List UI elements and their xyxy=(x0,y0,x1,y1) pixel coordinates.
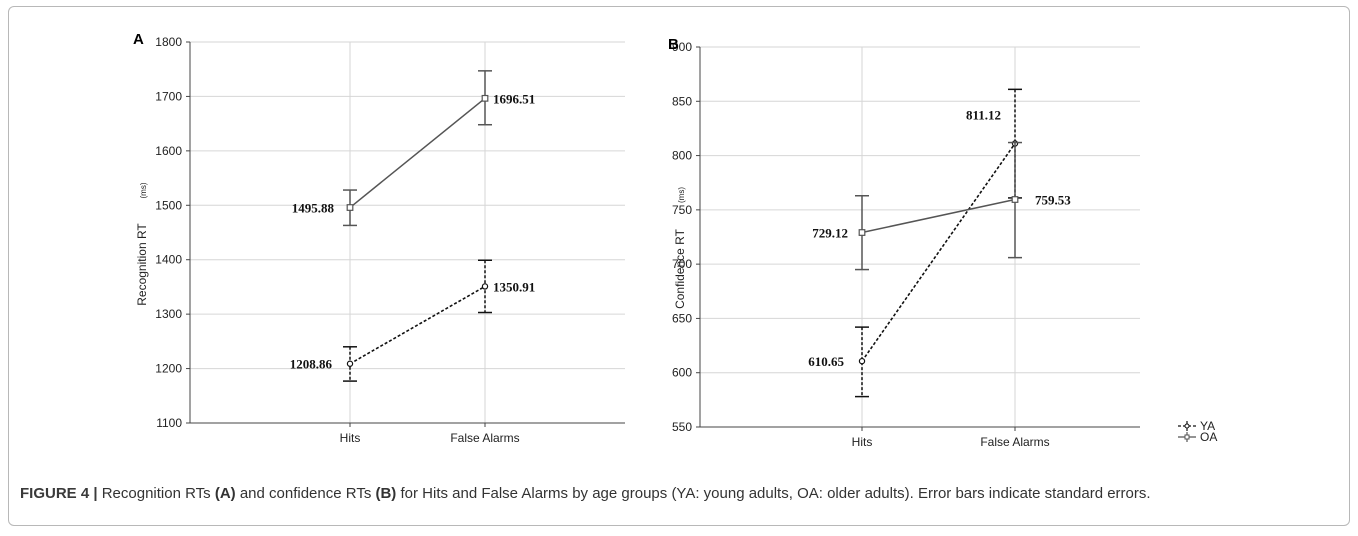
y-tick-label: 1600 xyxy=(155,144,182,158)
data-point-oa xyxy=(859,230,865,236)
legend-marker-square xyxy=(1185,435,1189,439)
y-tick-label: 1100 xyxy=(156,416,182,430)
x-tick-label: False Alarms xyxy=(980,435,1049,449)
y-tick-label: 1700 xyxy=(155,89,182,103)
figure-charts: 1100 1200 1300 1400 1500 1600 1700 1800 Hits Fals… xyxy=(0,0,1358,480)
y-tick-label: 550 xyxy=(672,420,692,434)
figure-caption: FIGURE 4 | Recognition RTs (A) and confi… xyxy=(20,484,1340,504)
data-label-ya: 1350.91 xyxy=(493,279,535,294)
data-label-oa: 1696.51 xyxy=(493,91,535,106)
data-label-oa: 729.12 xyxy=(812,226,848,241)
y-tick-label: 600 xyxy=(672,366,692,380)
y-tick-label: 1500 xyxy=(155,198,182,212)
data-point-oa xyxy=(347,205,353,211)
y-tick-label: 850 xyxy=(672,94,692,108)
legend-marker-circle xyxy=(1185,424,1189,428)
y-tick-label: 1400 xyxy=(155,253,182,267)
y-axis-unit: (ms) xyxy=(677,187,686,203)
caption-text-2: and confidence RTs xyxy=(236,485,376,502)
y-tick-label: 800 xyxy=(672,149,692,163)
chart-panel-a: 1100 1200 1300 1400 1500 1600 1700 1800 Hits Fals… xyxy=(133,31,625,445)
x-tick-label: False Alarms xyxy=(450,431,519,445)
data-label-oa: 1495.88 xyxy=(292,201,335,216)
x-tick-label: Hits xyxy=(852,435,873,449)
caption-text-3: for Hits and False Alarms by age groups … xyxy=(396,485,1150,502)
panel-letter: A xyxy=(133,31,144,48)
x-tick-label: Hits xyxy=(340,431,361,445)
series-line-oa xyxy=(862,200,1015,233)
y-tick-label: 1300 xyxy=(155,307,182,321)
caption-panel-b-ref: (B) xyxy=(375,485,396,502)
legend-label: OA xyxy=(1200,430,1217,444)
data-point-ya xyxy=(859,359,864,364)
y-tick-label: 1200 xyxy=(155,362,182,376)
panel-letter: B xyxy=(668,36,679,53)
data-point-oa xyxy=(482,96,488,102)
y-tick-label: 750 xyxy=(672,203,692,217)
caption-label: FIGURE 4 | xyxy=(20,485,98,502)
y-axis-title: Recognition RT xyxy=(135,223,149,306)
caption-text-1: Recognition RTs xyxy=(98,485,215,502)
y-tick-label: 1800 xyxy=(155,35,182,49)
series-line-oa xyxy=(350,98,485,207)
data-label-ya: 1208.86 xyxy=(290,357,333,372)
data-label-ya: 811.12 xyxy=(966,107,1001,122)
y-axis-title: Confidence RT xyxy=(673,228,687,308)
y-axis-unit: (ms) xyxy=(139,182,148,198)
y-axis-title-group: Recognition RT (ms) xyxy=(135,182,149,306)
series-line-ya xyxy=(862,143,1015,361)
legend-item-oa: OA xyxy=(1178,430,1217,444)
caption-panel-a-ref: (A) xyxy=(215,485,236,502)
data-point-oa xyxy=(1012,197,1018,203)
data-label-ya: 610.65 xyxy=(808,354,844,369)
data-label-oa: 759.53 xyxy=(1035,193,1071,208)
series-line-ya xyxy=(350,286,485,363)
y-tick-label: 650 xyxy=(672,311,692,325)
data-point-ya xyxy=(347,361,352,366)
data-point-ya xyxy=(482,284,487,289)
